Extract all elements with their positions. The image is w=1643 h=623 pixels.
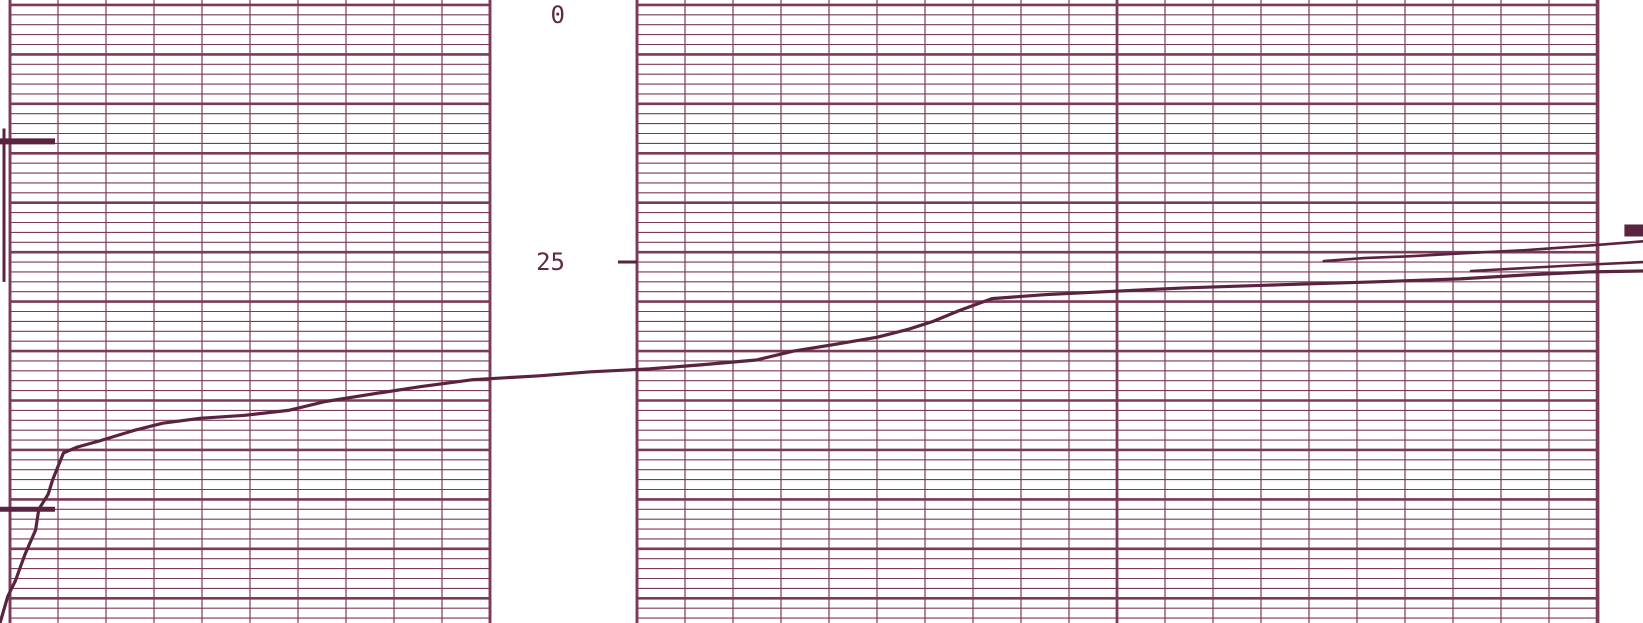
grid-panel-right bbox=[635, 0, 1600, 623]
grid-panel-left bbox=[8, 0, 492, 623]
trace-series-2 bbox=[1322, 240, 1643, 263]
trace-series-1 bbox=[0, 269, 1643, 623]
trace-lines bbox=[0, 224, 1643, 623]
trace-series-3 bbox=[1469, 260, 1643, 273]
edge-marks bbox=[0, 128, 55, 512]
y-axis-ticks: 0 25 bbox=[536, 1, 637, 276]
y-tick-label: 0 bbox=[551, 1, 565, 29]
trace-end-blob bbox=[1624, 224, 1643, 237]
y-tick-label: 25 bbox=[536, 248, 565, 276]
